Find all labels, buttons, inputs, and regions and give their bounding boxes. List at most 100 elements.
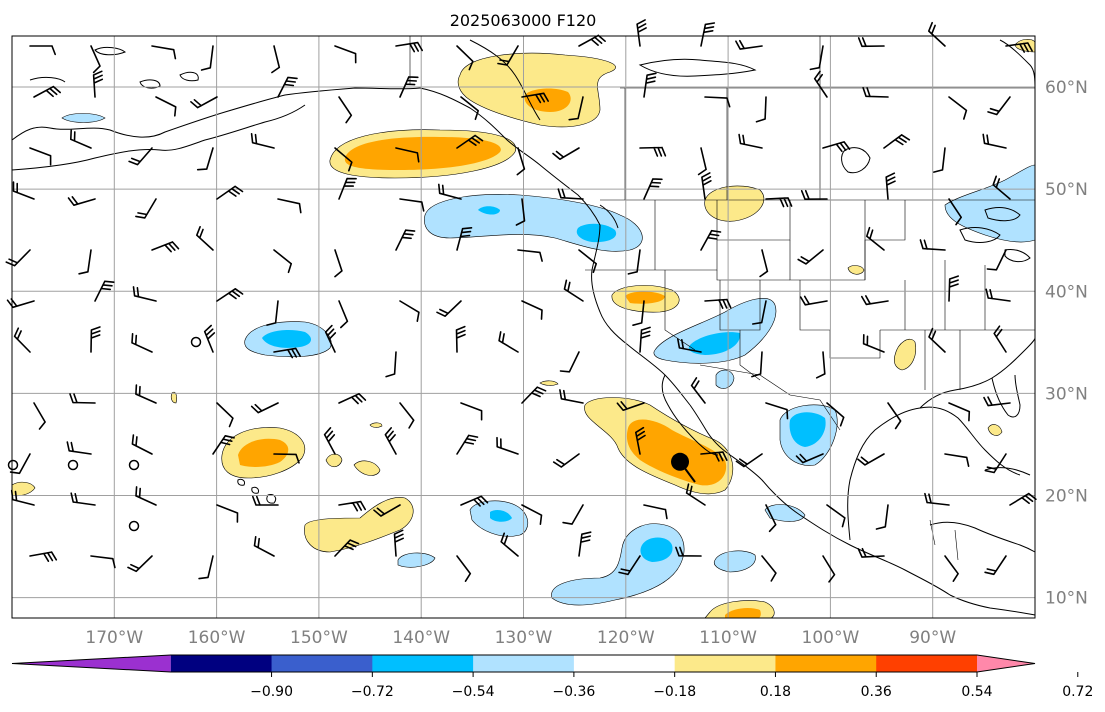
negative-anomaly-area [715,369,735,389]
colorbar: −0.90 −0.72 −0.54 −0.36 −0.18 0.18 0.36 0.54 0.7… [11,654,1093,700]
wind-barb [632,300,645,326]
wind-barb [700,229,722,251]
longitude-label: 150°W [290,628,348,648]
positive-anomaly-area [704,185,765,222]
wind-barb [277,198,302,214]
wind-barb [627,249,641,275]
wind-barb [643,72,657,98]
wind-barb [395,229,416,251]
wind-barb [132,286,157,302]
colorbar-segment [372,655,474,672]
longitude-label: 170°W [85,628,143,648]
negative-anomaly-core [478,206,500,215]
wind-barb [761,555,777,582]
wind-barb [521,92,549,104]
wind-barb [66,441,92,455]
wind-barb [759,249,769,278]
wind-barb [797,249,824,265]
wind-barb [948,275,959,302]
wind-barb [875,504,889,530]
calm-wind-circles [7,336,202,532]
colorbar-tick-label: −0.18 [653,684,696,700]
longitude-label: 120°W [597,628,655,648]
wind-barb [677,338,702,353]
wind-barb [562,504,584,525]
colorbar-tick-label: −0.72 [351,684,394,700]
wind-barb [813,70,828,98]
positive-anomaly-area [353,460,381,476]
wind-barb [334,45,357,64]
wind-barb [67,196,96,206]
colorbar-high-extend [977,655,1035,672]
wind-barb [338,177,357,200]
wind-barb [700,451,728,462]
colorbar-low-extend [12,655,171,672]
wind-barb [735,453,763,468]
latitude-label: 60°N [1045,78,1088,98]
negative-anomaly-area [764,504,806,522]
location-marker [671,452,690,471]
colorbar-segment [271,655,373,672]
latitude-label: 30°N [1045,384,1088,404]
wind-barb [196,226,214,251]
wind-barb [253,536,275,557]
wind-barb [250,402,279,414]
wind-barb [436,300,462,317]
wind-barb [885,172,896,200]
wind-barb [552,147,580,160]
positive-anomaly-area [893,338,917,371]
positive-anomaly-area [369,422,383,428]
wind-barb [862,87,889,98]
positive-anomaly-area [170,391,177,404]
wind-barb [578,531,592,557]
wind-barb [203,324,216,353]
wind-barb [338,393,367,405]
wind-barb [559,389,584,404]
wind-barb [29,147,52,166]
positive-anomaly-area [987,424,1003,436]
wind-barb [131,333,153,353]
positive-anomaly-core [626,419,727,486]
wind-barb [700,22,716,47]
wind-barb [521,386,547,404]
wind-barb [948,198,962,226]
latitude-labels: 10°N 20°N 30°N 40°N 50°N 60°N [1045,78,1088,609]
wind-barb [128,147,153,166]
map-frame [11,35,1036,619]
wind-barb [200,45,214,71]
wind-barb [500,532,519,557]
wind-barb [948,402,971,422]
wind-barb [685,483,706,506]
wind-barb [338,96,353,124]
wind-barb [131,434,153,455]
wind-barb [438,183,462,200]
wind-barb [266,300,279,326]
wind-barb [635,426,646,455]
wind-barb [135,486,157,506]
colorbar-segment [170,655,273,672]
latitude-label: 10°N [1045,589,1088,609]
wind-barb [616,401,645,411]
gridlines [12,36,1035,618]
latitude-label: 40°N [1045,282,1088,302]
wind-barb [385,351,397,378]
negative-anomaly-area [397,552,436,568]
wind-barb [862,334,885,353]
calm-wind-circle [128,459,140,471]
wind-barb [456,227,473,251]
coastlines [11,39,1036,616]
wind-barb [521,300,543,320]
wind-barb [563,279,584,302]
wind-barb [578,34,606,47]
longitude-label: 160°W [188,628,246,648]
wind-barb [765,402,789,420]
wind-barb [1009,492,1037,506]
wind-barb [33,85,61,98]
negative-anomaly-area [713,550,756,573]
wind-barb [799,295,828,306]
wind-barb [127,555,153,573]
wind-barb [395,41,423,53]
map-panel: 10°N 20°N 30°N 40°N 50°N 60°N 170°W 160°W 150°W… [5,19,1088,648]
wind-barb [155,96,177,117]
positive-anomaly-area [539,380,559,386]
